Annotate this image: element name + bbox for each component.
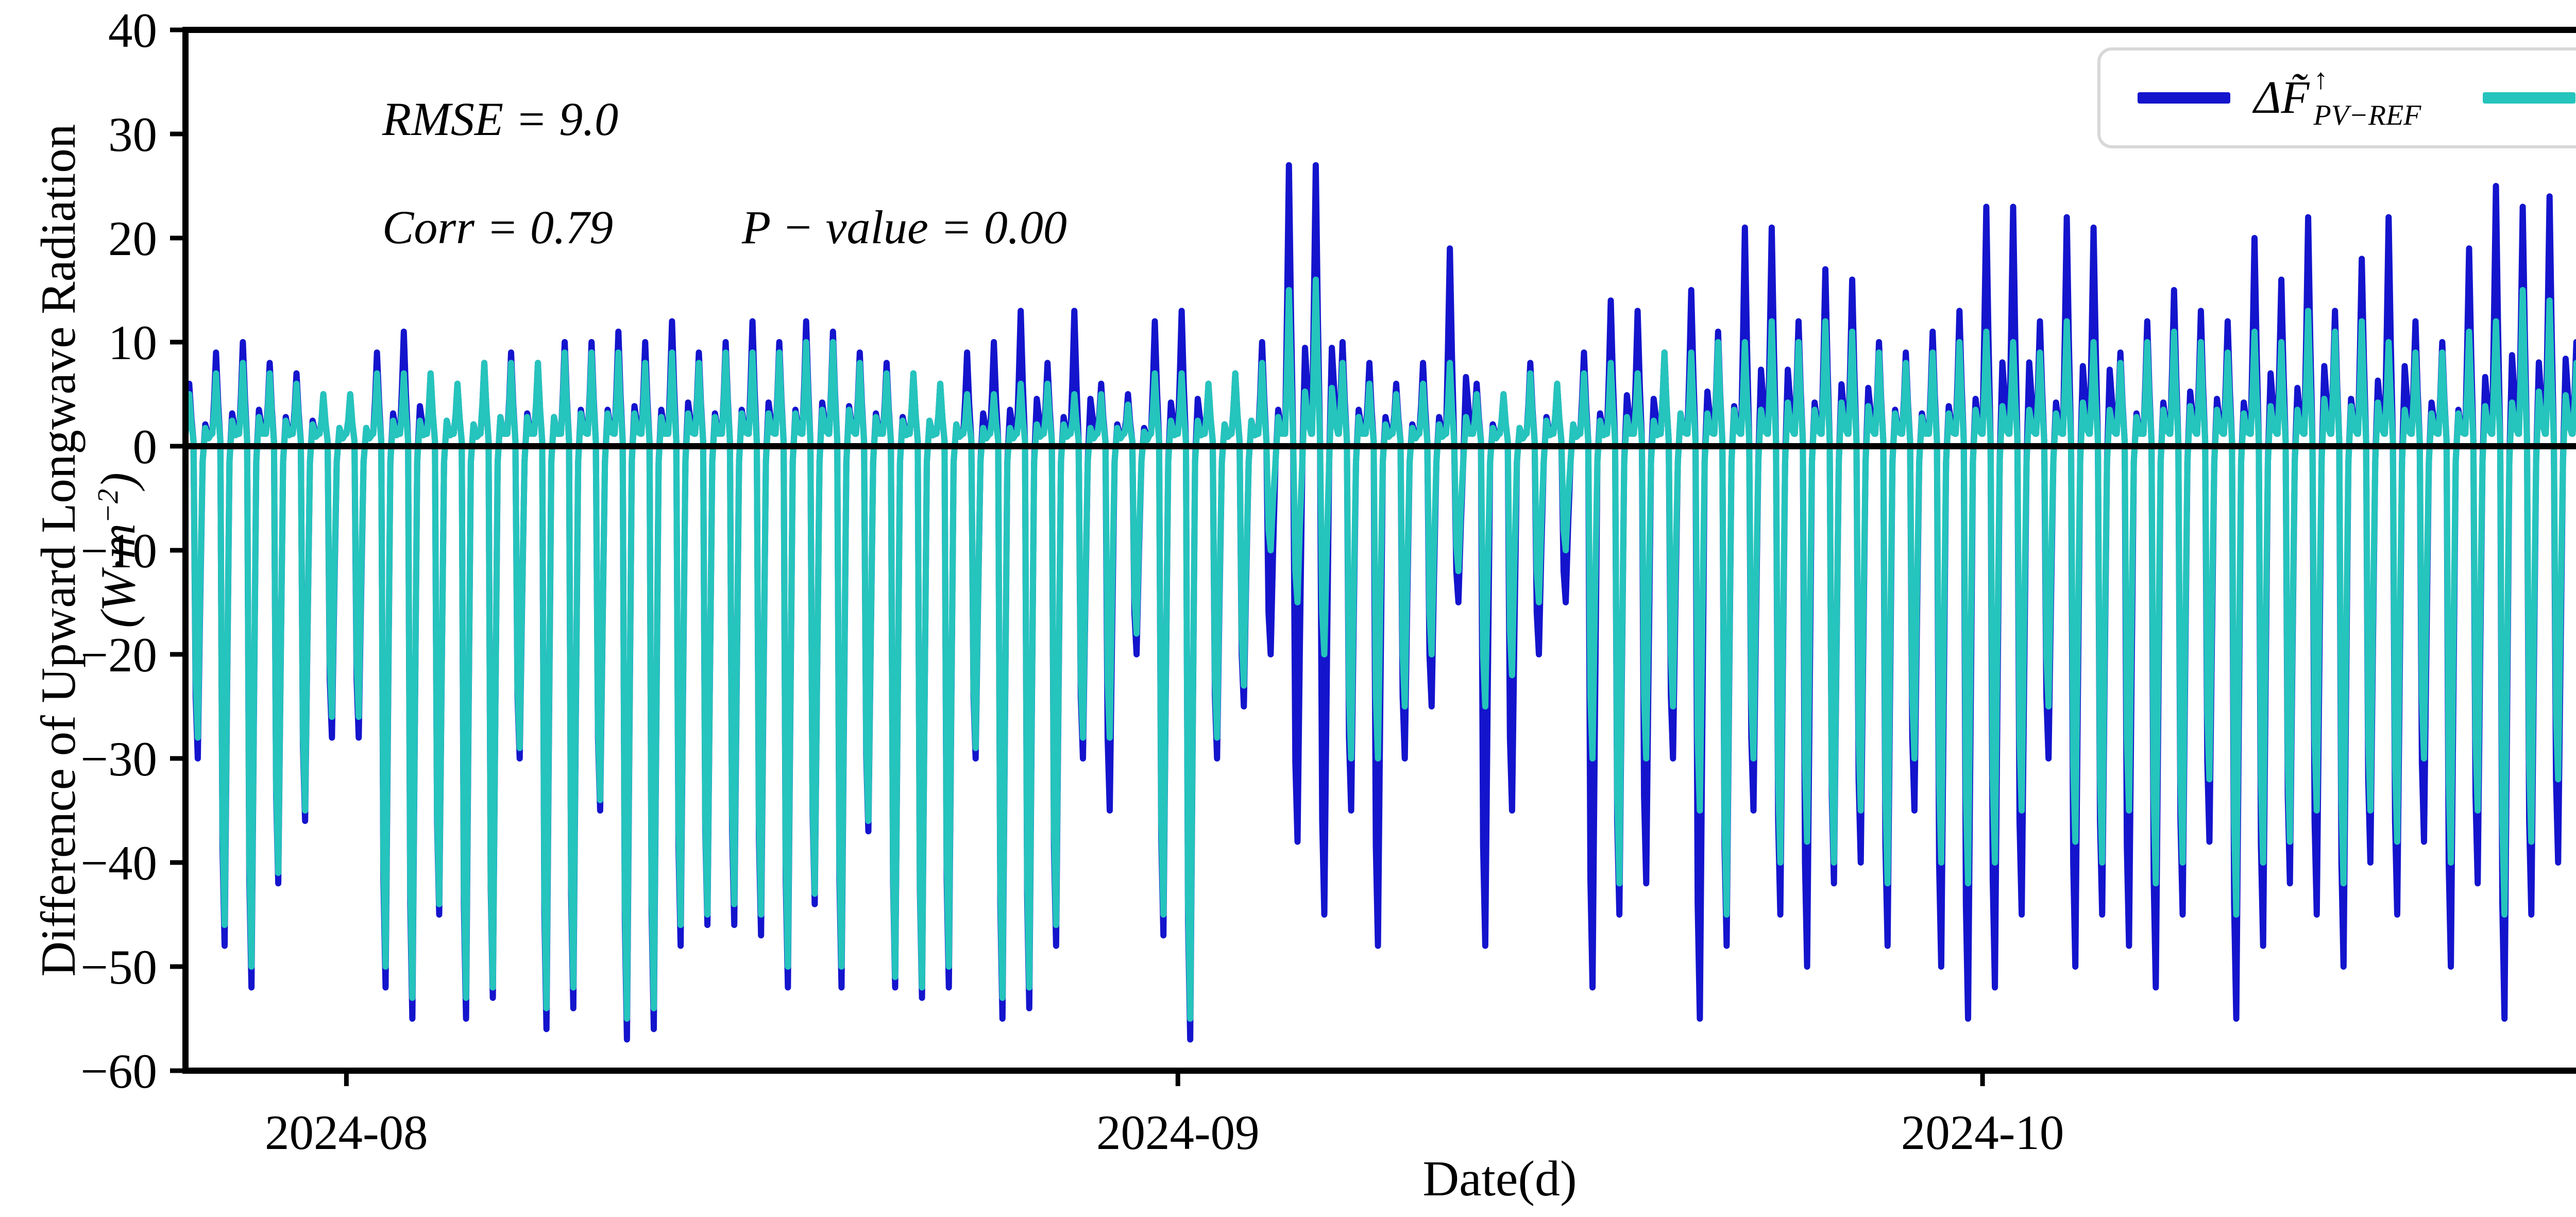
units-suffix: ) — [90, 472, 145, 489]
legend-label-estimated: ΔF̃ ↑ PV−REF — [2253, 65, 2421, 131]
axes-frame — [182, 27, 2576, 1074]
y-tick-label: −40 — [80, 836, 157, 890]
units-prefix: (W·m — [90, 523, 145, 628]
legend-item-estimated: ΔF̃ ↑ PV−REF — [2137, 65, 2421, 131]
rmse-annotation: RMSE = 9.0 — [382, 93, 619, 145]
series-group — [185, 162, 2576, 1043]
y-tick-label: −20 — [80, 628, 157, 682]
legend-label-subscript: PV−REF — [2313, 99, 2421, 131]
y-axis-label: Difference of Upward Longwave Radiation … — [29, 30, 148, 1071]
legend-label-base: ΔF̃ — [2253, 72, 2310, 123]
corr-annotation: Corr = 0.79 — [382, 201, 614, 253]
up-arrow-icon: ↑ — [2313, 63, 2328, 95]
y-axis-label-units: (W·m−2) — [89, 30, 148, 1071]
legend-line-blue-icon — [2137, 92, 2230, 104]
legend-line-cyan-icon — [2483, 92, 2576, 104]
pvalue-annotation: P − value = 0.00 — [742, 201, 1067, 253]
units-exponent: −2 — [92, 488, 125, 523]
y-tick-label: −50 — [80, 940, 157, 994]
legend-label-scripts: ↑ PV−REF — [2313, 65, 2421, 131]
y-tick-label: −10 — [80, 523, 157, 578]
x-tick-label: 2024-09 — [1096, 1105, 1260, 1160]
y-axis-label-line1: Difference of Upward Longwave Radiation — [31, 124, 86, 977]
y-tick-label: 30 — [108, 107, 157, 162]
y-tick-label: 40 — [108, 3, 157, 58]
y-tick-label: 0 — [133, 419, 158, 474]
x-tick-label: 2024-08 — [265, 1105, 428, 1160]
legend: ΔF̃ ↑ PV−REF ΔF ↑ PV−REF — [2097, 47, 2576, 148]
legend-item-observed: ΔF ↑ PV−REF — [2483, 69, 2576, 127]
y-tick-label: −30 — [80, 732, 157, 786]
x-tick-label: 2024-10 — [1901, 1105, 2064, 1160]
y-tick-label: 20 — [108, 211, 157, 266]
y-tick-label: 10 — [108, 315, 157, 370]
x-axis-label: Date(d) — [1422, 1151, 1577, 1207]
y-tick-label: −60 — [80, 1044, 157, 1098]
series-line-cyan — [185, 276, 2576, 1022]
